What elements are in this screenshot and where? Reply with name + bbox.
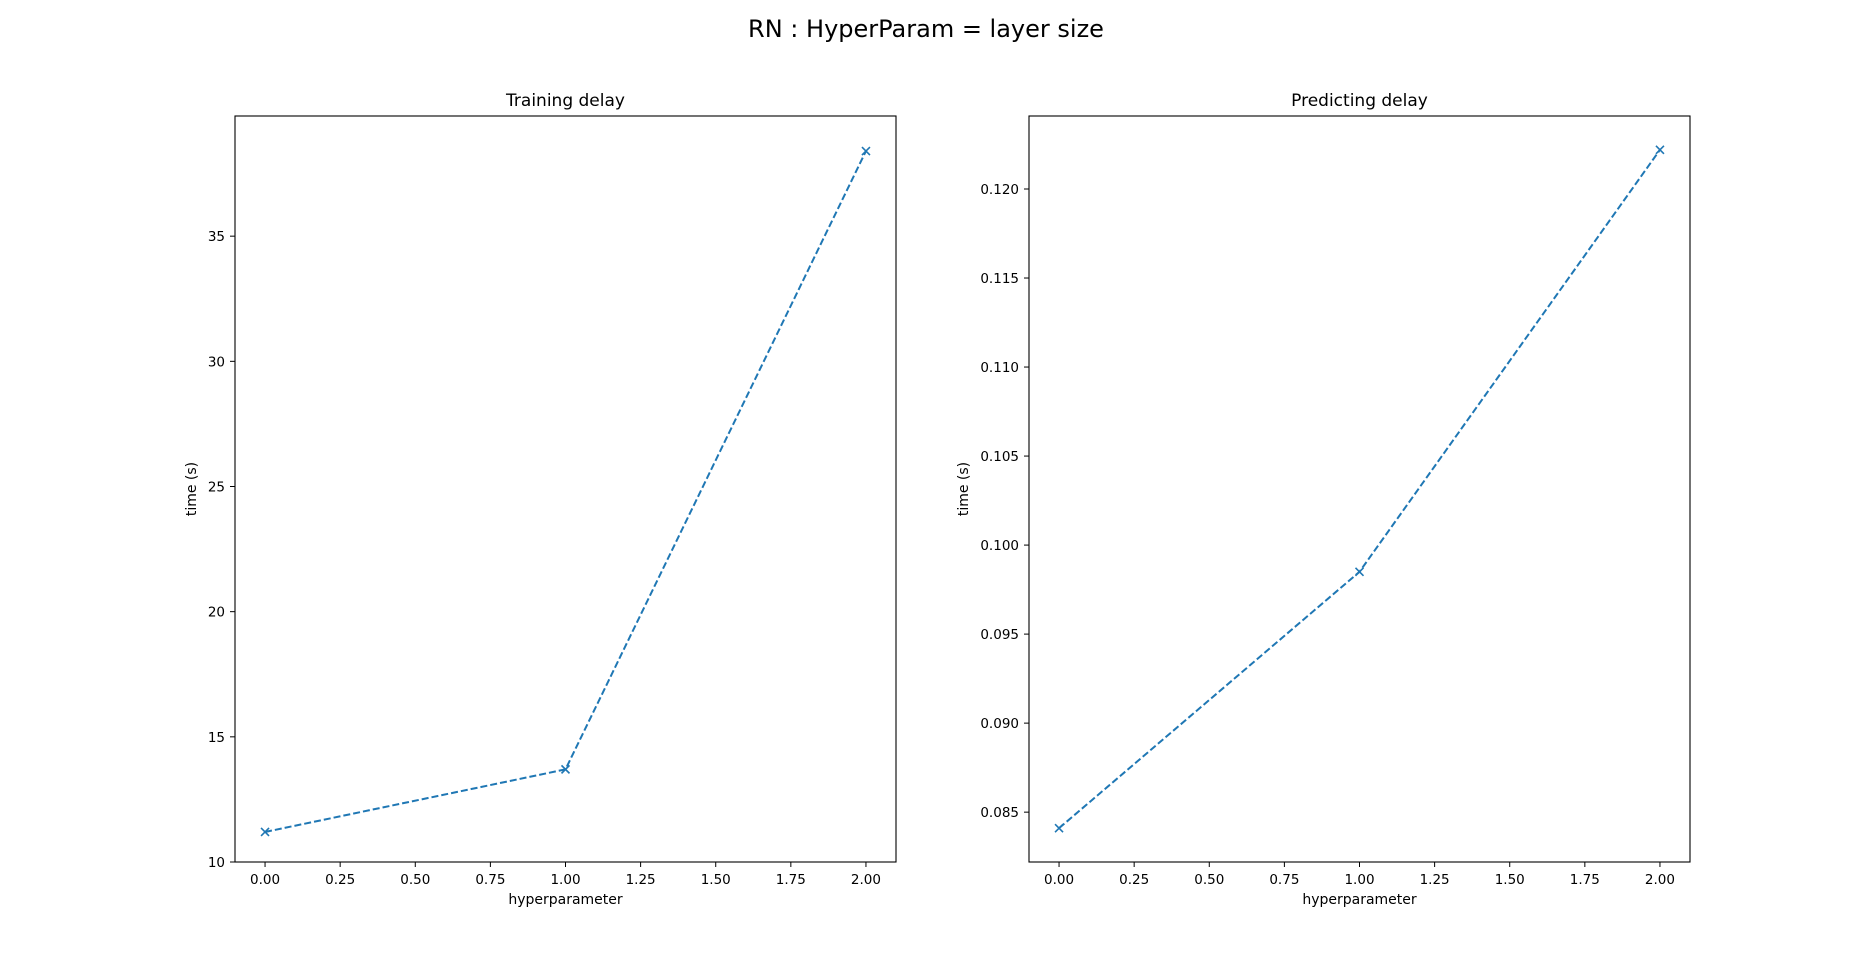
predicting-delay-y-tick-label: 0.120 [980,182,1019,198]
training-delay-y-tick-label: 15 [208,730,225,746]
training-delay-x-tick-label: 1.25 [626,872,656,888]
training-delay-data-point [861,146,871,156]
predicting-delay-y-axis-label: time (s) [956,462,972,516]
training-delay-title: Training delay [505,91,625,111]
predicting-delay-x-tick-label: 0.50 [1194,872,1224,888]
predicting-delay-x-tick-label: 0.75 [1269,872,1299,888]
predicting-delay-axes-frame [1028,115,1691,863]
training-delay-x-tick-label: 2.00 [851,872,881,888]
predicting-delay-x-tick-label: 0.25 [1119,872,1149,888]
predicting-delay-x-tick-label: 1.00 [1344,872,1374,888]
training-delay-x-tick-label: 0.00 [250,872,280,888]
training-delay-x-tick-label: 0.75 [475,872,505,888]
predicting-delay-y-tick-label: 0.115 [980,271,1019,287]
predicting-delay-y-tick-label: 0.110 [980,360,1019,376]
training-delay-data-point [260,827,270,837]
predicting-delay-y-tick-label: 0.085 [980,805,1019,821]
training-delay-x-tick-label: 0.50 [400,872,430,888]
predicting-delay-y-tick-label: 0.095 [980,627,1019,643]
training-delay-y-axis-label: time (s) [184,462,200,516]
predicting-delay-title: Predicting delay [1291,91,1428,111]
training-delay-x-tick-label: 1.50 [701,872,731,888]
training-delay-x-tick-label: 1.00 [550,872,580,888]
training-delay-y-tick-label: 10 [208,855,225,871]
predicting-delay-x-tick-label: 1.50 [1495,872,1525,888]
predicting-delay-x-axis-label: hyperparameter [1302,892,1417,908]
training-delay-panel: Training delay 0.00 0.25 0.50 0.75 1.00 1.25 1.… [184,91,897,908]
predicting-delay-x-tick-label: 2.00 [1645,872,1675,888]
predicting-delay-y-tick-label: 0.105 [980,449,1019,465]
training-delay-y-tick-label: 25 [208,479,225,495]
predicting-delay-data-point [1354,567,1365,577]
figure-suptitle: RN : HyperParam = layer size [748,15,1104,43]
predicting-delay-data-point [1655,145,1665,155]
predicting-delay-x-tick-label: 1.25 [1420,872,1450,888]
predicting-delay-data-point [1054,823,1064,833]
predicting-delay-y-tick-label: 0.090 [980,716,1019,732]
training-delay-x-tick-label: 0.25 [325,872,355,888]
predicting-delay-y-tick-label: 0.100 [980,538,1019,554]
training-delay-y-tick-label: 35 [208,229,225,245]
predicting-delay-x-tick-label: 0.00 [1044,872,1074,888]
predicting-delay-x-tick-label: 1.75 [1570,872,1600,888]
training-delay-x-axis-label: hyperparameter [508,892,623,908]
training-delay-axes-frame [234,115,897,863]
training-delay-y-tick-label: 30 [208,354,225,370]
training-delay-x-tick-label: 1.75 [776,872,806,888]
predicting-delay-panel: Predicting delay 0.00 0.25 0.50 0.75 1.00 1.25… [956,91,1691,908]
predicting-delay-series-line [1058,149,1661,829]
training-delay-y-tick-label: 20 [208,605,225,621]
training-delay-data-point [560,764,571,774]
training-delay-series-line [264,150,867,833]
